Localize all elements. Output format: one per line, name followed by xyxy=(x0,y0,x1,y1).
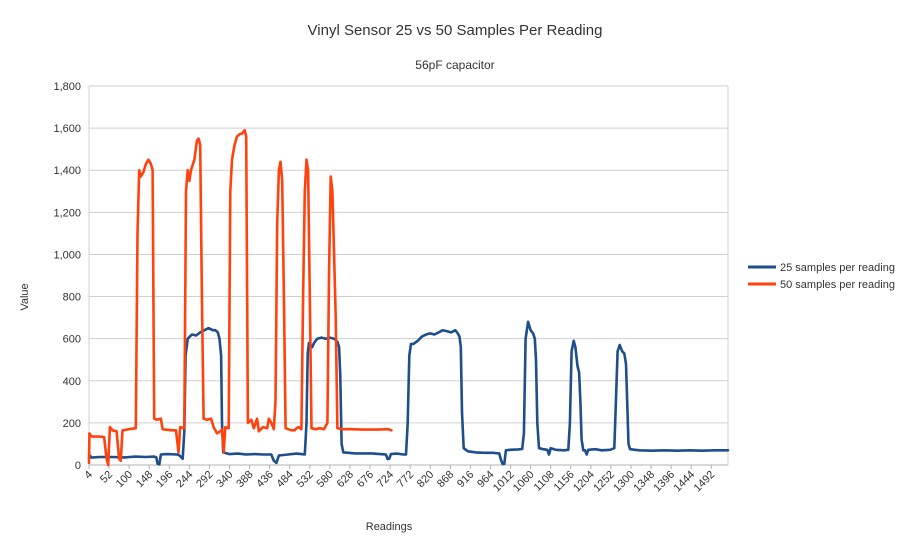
x-axis-ticks: 4 521001481962442923403884364845325806286… xyxy=(82,465,717,494)
x-tick-label: 100 xyxy=(114,469,135,490)
x-tick-label: 1204 xyxy=(571,469,597,495)
x-tick-label: 580 xyxy=(315,469,336,490)
y-tick-label: 1,000 xyxy=(53,249,81,261)
legend-label-2: 50 samples per reading xyxy=(780,279,895,291)
series-lines xyxy=(87,128,730,467)
x-tick-label: 1156 xyxy=(552,469,577,494)
grid-lines xyxy=(88,85,729,466)
y-tick-label: 1,200 xyxy=(53,207,81,219)
x-tick-label: 820 xyxy=(415,469,436,490)
x-tick-label: 52 xyxy=(98,469,115,486)
x-tick-label: 244 xyxy=(174,469,195,490)
chart-subtitle: 56pF capacitor xyxy=(415,58,494,72)
x-tick-label: 868 xyxy=(435,469,456,490)
x-tick-label: 1252 xyxy=(591,469,617,495)
x-tick-label: 196 xyxy=(154,469,175,490)
series-line-1 xyxy=(87,320,730,466)
x-tick-label: 916 xyxy=(455,469,476,490)
x-tick-label: 436 xyxy=(254,469,275,490)
x-axis-label: Readings xyxy=(366,521,413,533)
x-tick-label: 4 xyxy=(82,469,95,482)
y-tick-label: 600 xyxy=(63,334,81,346)
legend-label-1: 25 samples per reading xyxy=(780,262,895,274)
x-tick-label: 340 xyxy=(214,469,235,490)
x-tick-label: 292 xyxy=(194,469,215,490)
y-tick-label: 200 xyxy=(63,418,81,430)
x-tick-label: 1060 xyxy=(511,469,537,495)
x-tick-label: 148 xyxy=(134,469,155,490)
x-tick-label: 388 xyxy=(234,469,255,490)
x-tick-label: 772 xyxy=(395,469,416,490)
x-tick-label: 532 xyxy=(294,469,315,490)
chart-title: Vinyl Sensor 25 vs 50 Samples Per Readin… xyxy=(308,22,603,39)
x-tick-label: 1348 xyxy=(631,469,657,495)
legend: 25 samples per reading 50 samples per rea… xyxy=(748,262,895,291)
x-tick-label: 1108 xyxy=(532,469,557,494)
y-tick-label: 1,600 xyxy=(53,123,81,135)
x-tick-label: 1300 xyxy=(611,469,637,495)
y-tick-label: 400 xyxy=(63,376,81,388)
x-tick-label: 676 xyxy=(355,469,376,490)
x-tick-label: 1444 xyxy=(672,469,698,495)
y-tick-label: 800 xyxy=(63,292,81,304)
series-line-2 xyxy=(87,128,393,467)
x-tick-label: 628 xyxy=(335,469,356,490)
y-tick-label: 1,400 xyxy=(53,165,81,177)
x-tick-label: 1012 xyxy=(491,469,517,495)
x-tick-label: 484 xyxy=(274,469,295,490)
x-tick-label: 1492 xyxy=(692,469,718,495)
y-tick-label: 1,800 xyxy=(53,81,81,93)
y-axis-ticks: 0 200 400 600 800 1,000 1,200 1,400 1,600 1,800 xyxy=(53,81,81,472)
x-tick-label: 1396 xyxy=(651,469,677,495)
y-axis-label: Value xyxy=(19,283,31,310)
x-tick-label: 724 xyxy=(375,469,396,490)
y-tick-label: 0 xyxy=(75,460,81,472)
